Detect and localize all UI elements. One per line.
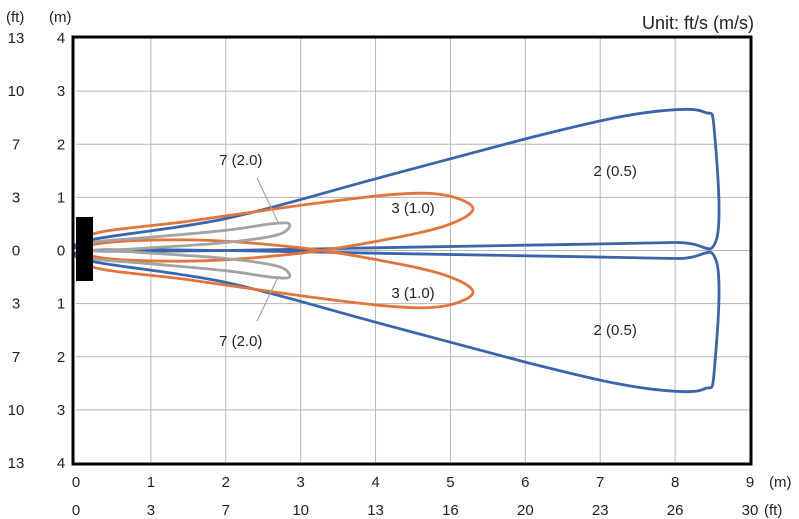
curve-label: 2 (0.5) [594,322,637,339]
y-unit-ft: (ft) [6,9,24,26]
x-tick-label-m: 4 [371,474,379,491]
x-unit-m: (m) [769,474,792,491]
x-tick-label-ft: 3 [147,502,155,519]
x-tick-label-ft: 30 [742,502,759,519]
curve-annotations: 2 (0.5) 2 (0.5) 3 (1.0) 3 (1.0) 7 (2.0) 7 (2.… [219,152,637,350]
x-tick-label-ft: 13 [367,502,384,519]
series-2-lobe-1 [82,248,292,280]
x-tick-label-ft: 7 [222,502,230,519]
x-tick-label-m: 8 [671,474,679,491]
leader-line-lower [256,276,279,322]
x-tick-label-m: 9 [746,474,754,491]
y-tick-label-m: 1 [57,189,65,206]
curve-label: 7 (2.0) [219,152,262,169]
y-tick-label-ft: 0 [12,243,20,260]
series-1-lobe-0 [77,191,475,263]
x-tick-labels-m: 0 1 2 3 4 5 6 7 8 9 [72,474,754,491]
x-tick-label-ft: 0 [72,502,80,519]
y-tick-label-m: 0 [57,243,65,260]
curve-label: 2 (0.5) [594,163,637,180]
plot-frame [71,35,753,466]
x-tick-label-m: 3 [296,474,304,491]
series-0-lobe-1 [72,248,721,394]
series-1-lobe-1 [77,238,475,310]
y-tick-label-m: 2 [57,136,65,153]
y-tick-label-m: 4 [57,455,65,472]
y-tick-label-m: 3 [57,402,65,419]
y-tick-label-ft: 7 [12,136,20,153]
y-tick-label-ft: 10 [8,402,25,419]
y-tick-label-ft: 3 [12,296,20,313]
y-tick-label-m: 1 [57,296,65,313]
y-tick-labels-ft: 13 10 7 3 0 3 7 10 13 [8,30,25,472]
unit-label: Unit: ft/s (m/s) [642,13,754,33]
x-tick-label-ft: 26 [667,502,684,519]
series-0-lobe-0 [72,107,721,253]
sensor-icon [76,217,93,281]
x-tick-label-ft: 10 [292,502,309,519]
x-tick-label-m: 5 [446,474,454,491]
y-tick-label-m: 4 [57,30,65,47]
x-unit-ft: (ft) [764,502,782,519]
y-tick-label-m: 2 [57,349,65,366]
y-tick-label-ft: 7 [12,349,20,366]
x-tick-labels-ft: 0 3 7 10 13 16 20 23 26 30 [72,502,759,519]
curve-label: 3 (1.0) [391,200,434,217]
x-tick-label-ft: 20 [517,502,534,519]
x-tick-label-m: 1 [147,474,155,491]
leader-line-upper [256,177,279,223]
x-tick-label-ft: 23 [592,502,609,519]
x-tick-label-m: 2 [222,474,230,491]
y-tick-label-ft: 13 [8,455,25,472]
curve-label: 7 (2.0) [219,333,262,350]
x-tick-label-ft: 16 [442,502,459,519]
y-tick-label-ft: 13 [8,30,25,47]
y-unit-m: (m) [49,9,72,26]
y-tick-label-ft: 3 [12,189,20,206]
x-tick-label-m: 6 [521,474,529,491]
curve-label: 3 (1.0) [391,285,434,302]
y-tick-labels-m: 4 3 2 1 0 1 2 3 4 [57,30,65,472]
y-tick-label-m: 3 [57,83,65,100]
y-tick-label-ft: 10 [8,83,25,100]
series-curves [72,107,721,394]
x-tick-label-m: 7 [596,474,604,491]
x-tick-label-m: 0 [72,474,80,491]
